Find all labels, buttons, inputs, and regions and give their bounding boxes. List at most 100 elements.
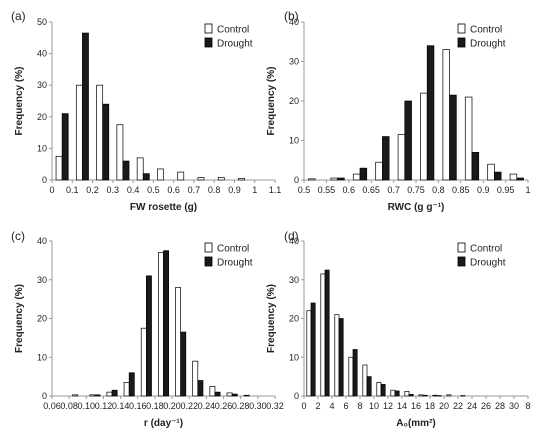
legend-label-control: Control	[217, 25, 249, 36]
control-bar-3	[96, 84, 104, 181]
panel-label: (c)	[11, 229, 25, 243]
legend-label-drought: Drought	[217, 258, 253, 269]
drought-bar-8	[180, 331, 187, 397]
drought-bar-9	[494, 171, 502, 181]
control-bar-1	[55, 155, 63, 181]
drought-bar-2	[337, 177, 345, 181]
panel-label: (d)	[284, 229, 299, 243]
control-bar-10	[238, 178, 245, 181]
control-bar-6	[376, 382, 382, 397]
drought-bar-7	[394, 390, 400, 397]
drought-bar-10	[516, 177, 524, 181]
x-tick-label: 0.16	[129, 401, 147, 411]
control-bar-7	[158, 252, 164, 397]
control-bar-4	[116, 124, 124, 181]
drought-bar-10	[214, 391, 221, 397]
control-bar-9	[487, 163, 495, 181]
legend-swatch-control	[204, 23, 213, 34]
control-bar-1	[306, 310, 312, 397]
x-axis-label: FW rosette (g)	[130, 202, 197, 213]
control-bar-3	[334, 314, 340, 397]
legend-swatch-drought	[204, 37, 213, 48]
x-tick-label: 12	[383, 401, 393, 411]
y-tick-label: 0	[42, 391, 47, 401]
chart-panel-2: 0 10 20 30 40 0.5 0.55 0.6 0.65 0.7 0.75 0.8 0.85 0.9…	[266, 9, 531, 213]
x-axis-label: r (day⁻¹)	[144, 418, 183, 429]
control-bar-11	[226, 392, 233, 397]
control-bar-3	[89, 394, 96, 397]
drought-bar-3	[102, 103, 110, 181]
control-bar-2	[320, 273, 326, 397]
x-tick-label: 0.18	[146, 401, 164, 411]
chart-panel-1: 0 10 20 30 40 50 0 0.1 0.2 0.3 0.4 0.5 0.6 0.7 0.8 0.9 1…	[11, 9, 281, 213]
x-tick-label: 0.8	[432, 185, 445, 195]
legend: Control Drought	[204, 23, 253, 50]
x-tick-label: 0.7	[188, 185, 201, 195]
x-tick-label: 0.65	[362, 185, 380, 195]
control-bar-5	[123, 382, 130, 397]
x-tick-label: 0.22	[180, 401, 198, 411]
y-tick-label: 10	[37, 143, 47, 153]
x-tick-label: 0.75	[407, 185, 425, 195]
legend-label-control: Control	[470, 25, 502, 36]
x-tick-label: 0.9	[228, 185, 241, 195]
control-bar-2	[330, 177, 338, 181]
legend-swatch-drought	[204, 256, 213, 267]
x-tick-label: 14	[397, 401, 407, 411]
x-tick-label: 0.12	[95, 401, 113, 411]
drought-bar-4	[122, 160, 130, 181]
control-bar-8	[404, 391, 410, 397]
x-tick-label: 0.08	[60, 401, 78, 411]
control-bar-4	[348, 356, 354, 397]
drought-bar-9	[197, 380, 204, 397]
control-bar-10	[432, 394, 438, 397]
x-tick-label: 1.1	[269, 185, 282, 195]
y-tick-label: 10	[289, 136, 299, 146]
x-tick-label: 0	[49, 185, 54, 195]
drought-bar-3	[338, 318, 344, 397]
legend-label-drought: Drought	[470, 258, 506, 269]
x-tick-label: 28	[495, 401, 505, 411]
legend-swatch-control	[457, 23, 466, 34]
y-tick-label: 0	[294, 391, 299, 401]
x-tick-label: 1	[525, 185, 530, 195]
x-tick-label: 0.20	[163, 401, 181, 411]
y-axis-label: Frequency (%)	[266, 67, 277, 136]
control-bar-8	[197, 177, 205, 181]
y-tick-label: 20	[37, 314, 47, 324]
x-tick-label: 0.28	[232, 401, 250, 411]
control-bar-8	[175, 287, 182, 397]
legend: Control Drought	[457, 23, 506, 50]
legend-label-control: Control	[470, 244, 502, 255]
drought-bar-5	[404, 100, 412, 181]
control-bar-7	[177, 171, 185, 181]
drought-bar-1	[61, 113, 69, 181]
control-bar-5	[362, 364, 368, 397]
y-tick-label: 40	[37, 49, 47, 59]
x-tick-label: 6	[343, 401, 348, 411]
y-tick-label: 40	[289, 17, 299, 27]
x-tick-label: 8	[525, 401, 530, 411]
x-tick-label: 26	[481, 401, 491, 411]
drought-bar-5	[128, 372, 135, 397]
x-tick-label: 0.6	[167, 185, 180, 195]
control-bar-12	[460, 395, 466, 397]
x-axis-label: A₀(mm²)	[396, 418, 436, 429]
control-bar-9	[418, 394, 424, 397]
drought-bar-7	[449, 94, 457, 181]
legend-swatch-control	[204, 242, 213, 253]
x-tick-label: 0.3	[107, 185, 120, 195]
x-tick-label: 4	[329, 401, 334, 411]
x-tick-label: 0.95	[497, 185, 515, 195]
panel-label: (a)	[11, 9, 26, 23]
legend-swatch-drought	[457, 256, 466, 267]
y-tick-label: 20	[37, 112, 47, 122]
x-tick-label: 0.8	[208, 185, 221, 195]
control-bar-1	[308, 178, 316, 181]
drought-bar-6	[426, 45, 435, 181]
control-bar-6	[420, 92, 428, 181]
x-axis-label: RWC (g g⁻¹)	[388, 202, 445, 213]
drought-bar-5	[366, 376, 372, 397]
x-tick-label: 0.7	[387, 185, 400, 195]
x-tick-label: 8	[357, 401, 362, 411]
